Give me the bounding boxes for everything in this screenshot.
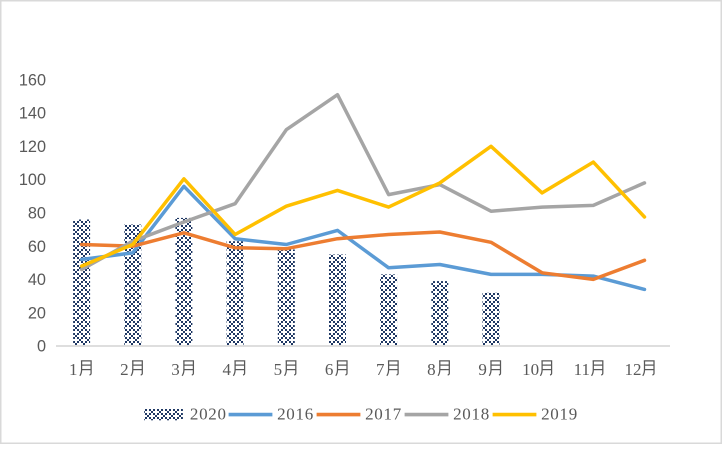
svg-text:2019: 2019	[541, 405, 578, 424]
svg-text:4: 4	[222, 360, 231, 379]
svg-text:8: 8	[427, 360, 436, 379]
svg-text:160: 160	[19, 71, 46, 89]
svg-text:2018: 2018	[453, 405, 490, 424]
svg-text:11: 11	[574, 360, 590, 379]
svg-text:2020: 2020	[190, 405, 227, 424]
svg-text:120: 120	[19, 138, 46, 156]
svg-text:1: 1	[69, 360, 78, 379]
svg-text:2017: 2017	[365, 405, 402, 424]
svg-text:6: 6	[325, 360, 334, 379]
svg-text:2016: 2016	[277, 405, 314, 424]
svg-text:80: 80	[28, 205, 46, 223]
svg-text:5: 5	[274, 360, 283, 379]
svg-text:40: 40	[28, 271, 46, 289]
svg-text:140: 140	[19, 105, 46, 123]
svg-text:20: 20	[28, 304, 46, 322]
svg-text:7: 7	[376, 360, 385, 379]
svg-text:0: 0	[37, 338, 46, 356]
svg-text:9: 9	[478, 360, 487, 379]
svg-text:3: 3	[171, 360, 180, 379]
svg-text:100: 100	[19, 171, 46, 189]
svg-text:12: 12	[625, 360, 642, 379]
svg-text:2: 2	[120, 360, 129, 379]
svg-text:60: 60	[28, 238, 46, 256]
svg-text:10: 10	[522, 360, 539, 379]
